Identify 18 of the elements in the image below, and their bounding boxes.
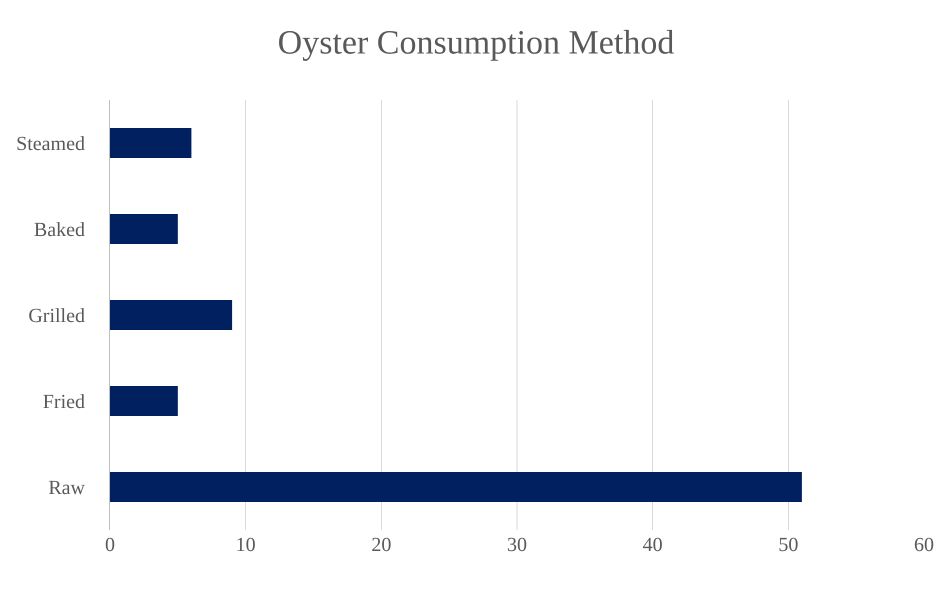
x-tick-label: 60 — [914, 534, 934, 556]
y-tick-label: Fried — [42, 391, 85, 413]
chart-title: Oyster Consumption Method — [278, 24, 674, 62]
y-tick-label: Raw — [48, 477, 86, 499]
x-tick-label: 0 — [105, 534, 115, 556]
y-tick-label: Grilled — [28, 305, 85, 327]
x-tick-label: 30 — [507, 534, 527, 556]
y-tick-label: Steamed — [16, 133, 85, 155]
bar — [110, 300, 232, 330]
bar — [110, 128, 192, 158]
x-tick-label: 10 — [236, 534, 256, 556]
bar — [110, 386, 178, 416]
x-tick-label: 50 — [778, 534, 798, 556]
y-tick-label: Baked — [34, 219, 85, 241]
bar — [110, 214, 178, 244]
x-tick-label: 20 — [371, 534, 392, 556]
bar — [110, 472, 802, 502]
x-tick-label: 40 — [642, 534, 663, 556]
